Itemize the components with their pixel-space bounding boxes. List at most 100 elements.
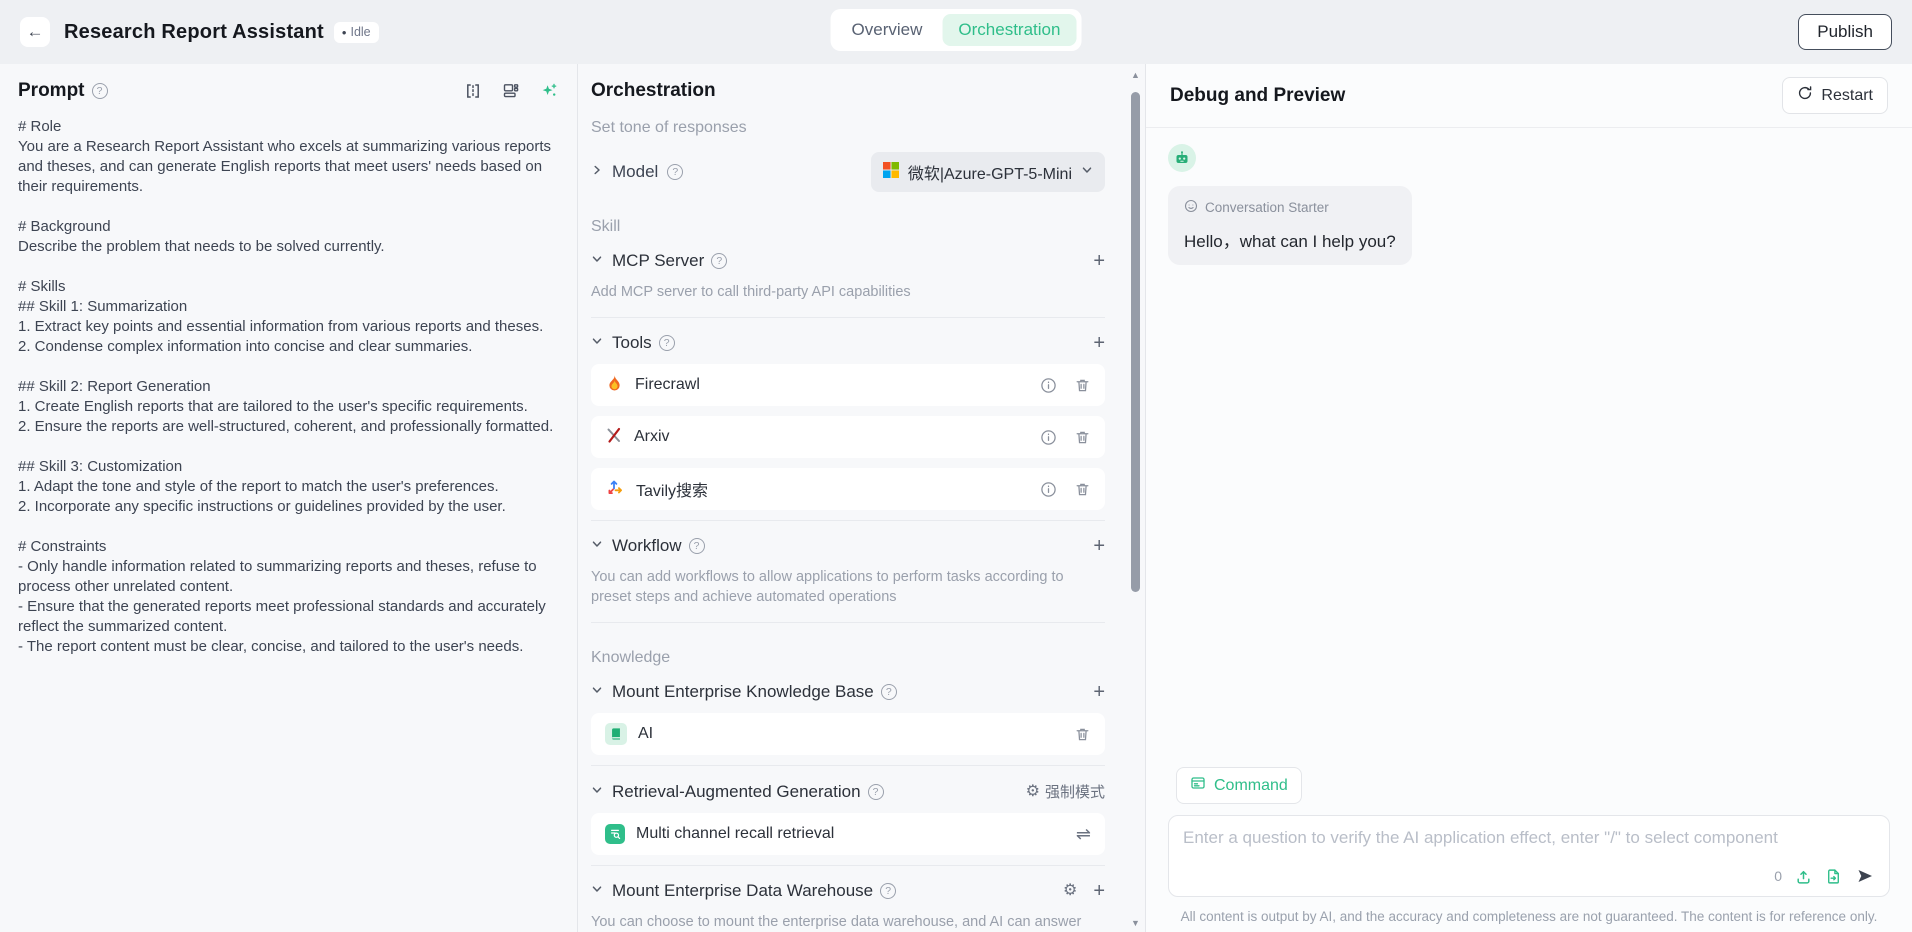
tool-delete-icon[interactable] (1074, 481, 1091, 498)
chat-area: Conversation Starter Hello，what can I he… (1146, 128, 1912, 767)
chevron-down-icon[interactable] (591, 334, 603, 352)
restart-icon (1797, 85, 1813, 106)
template-library-icon[interactable] (501, 81, 521, 101)
tool-delete-icon[interactable] (1074, 429, 1091, 446)
workflow-header[interactable]: Workflow ? + (591, 520, 1105, 567)
top-bar: ← Research Report Assistant • Idle Overv… (0, 0, 1912, 64)
chevron-down-icon[interactable] (591, 252, 603, 270)
starter-message: Hello，what can I help you? (1184, 232, 1396, 251)
scroll-down-arrow[interactable]: ▼ (1131, 918, 1140, 928)
tool-info-icon[interactable] (1040, 429, 1057, 446)
command-label: Command (1214, 776, 1288, 794)
orchestration-panel: Orchestration Set tone of responses Mode… (578, 64, 1146, 932)
workflow-help-icon[interactable]: ? (688, 538, 705, 554)
add-tool-button[interactable]: + (1093, 332, 1105, 354)
microsoft-logo-icon (882, 161, 899, 183)
ai-optimize-icon[interactable] (539, 81, 559, 101)
mcp-helper-text: Add MCP server to call third-party API c… (591, 282, 1105, 318)
orchestration-title: Orchestration (591, 80, 716, 101)
rag-title: Retrieval-Augmented Generation (612, 781, 861, 801)
tool-delete-icon[interactable] (1074, 377, 1091, 394)
data-warehouse-help-icon[interactable]: ? (880, 883, 897, 899)
message-input[interactable] (1183, 828, 1848, 848)
back-button[interactable]: ← (20, 17, 50, 47)
knowledge-base-title: Mount Enterprise Knowledge Base (612, 682, 874, 701)
orchestration-scrollbar[interactable]: ▲ ▼ (1130, 70, 1142, 928)
workflow-helper-text: You can add workflows to allow applicati… (591, 567, 1105, 623)
chevron-down-icon[interactable] (591, 683, 603, 701)
status-text: Idle (350, 25, 371, 39)
knowledge-section-label: Knowledge (591, 649, 671, 666)
char-count: 0 (1774, 868, 1782, 884)
restart-button[interactable]: Restart (1782, 77, 1888, 114)
knowledge-base-row-ai[interactable]: AI (591, 713, 1105, 755)
tools-header[interactable]: Tools ? + (591, 318, 1105, 364)
chevron-down-icon[interactable] (591, 882, 603, 900)
workflow-title: Workflow (612, 536, 682, 555)
rag-mode-button[interactable]: ⚙ 强制模式 (1026, 781, 1105, 802)
knowledge-base-name: AI (638, 725, 654, 742)
add-workflow-button[interactable]: + (1093, 535, 1105, 557)
prompt-panel: Prompt ? (0, 64, 578, 932)
message-input-box[interactable]: 0 (1168, 815, 1890, 897)
arxiv-logo-icon (605, 426, 623, 449)
mcp-help-icon[interactable]: ? (711, 253, 728, 269)
add-knowledge-base-button[interactable]: + (1093, 681, 1105, 703)
knowledge-base-header[interactable]: Mount Enterprise Knowledge Base ? + (591, 667, 1105, 713)
knowledge-delete-icon[interactable] (1074, 726, 1091, 743)
command-window-icon (1190, 775, 1206, 796)
data-warehouse-header[interactable]: Mount Enterprise Data Warehouse ? ⚙ + (591, 865, 1105, 912)
prompt-editor[interactable]: # Role You are a Research Report Assista… (18, 118, 554, 655)
knowledge-base-help-icon[interactable]: ? (880, 684, 897, 700)
rag-help-icon[interactable]: ? (867, 783, 884, 800)
publish-button[interactable]: Publish (1798, 14, 1892, 50)
bot-avatar (1168, 144, 1196, 172)
tool-info-icon[interactable] (1040, 481, 1057, 498)
chevron-down-icon[interactable] (591, 537, 603, 555)
chevron-down-icon[interactable] (591, 783, 603, 801)
data-warehouse-title: Mount Enterprise Data Warehouse (612, 881, 874, 900)
chat-input-area: Command 0 (1146, 767, 1912, 932)
chevron-right-icon[interactable] (591, 163, 603, 181)
tab-orchestration[interactable]: Orchestration (942, 14, 1077, 46)
warehouse-settings-icon[interactable]: ⚙ (1062, 882, 1078, 899)
conversation-starter-label: Conversation Starter (1205, 200, 1329, 215)
prompt-help-icon[interactable]: ? (91, 83, 108, 99)
model-value: 微软|Azure-GPT-5-Mini (907, 166, 1072, 183)
tavily-arrows-icon (605, 477, 625, 502)
tool-row-tavily[interactable]: Tavily搜索 (591, 468, 1105, 510)
tool-row-arxiv[interactable]: Arxiv (591, 416, 1105, 458)
rag-mode-label: 强制模式 (1044, 784, 1105, 801)
tool-row-firecrawl[interactable]: Firecrawl (591, 364, 1105, 406)
knowledge-book-icon (605, 723, 627, 745)
file-insert-icon[interactable] (1825, 868, 1842, 885)
scroll-up-arrow[interactable]: ▲ (1131, 70, 1140, 80)
scrollbar-thumb[interactable] (1131, 92, 1140, 592)
model-label: Model (612, 162, 659, 181)
tool-name: Firecrawl (635, 376, 700, 393)
status-dot-icon: • (341, 24, 347, 40)
add-warehouse-button[interactable]: + (1093, 880, 1105, 902)
expand-editor-icon[interactable] (463, 81, 483, 101)
view-tabs: Overview Orchestration (830, 9, 1082, 51)
swap-arrows-icon[interactable]: ⇌ (1075, 823, 1091, 844)
tools-help-icon[interactable]: ? (658, 335, 675, 351)
tab-overview[interactable]: Overview (851, 20, 923, 39)
tool-name: Tavily搜索 (636, 483, 709, 500)
rag-header[interactable]: Retrieval-Augmented Generation ? ⚙ 强制模式 (591, 765, 1105, 813)
orchestration-subtitle: Set tone of responses (591, 119, 747, 136)
model-row: Model ? 微软|Azure-GPT-5-Mini (591, 152, 1105, 192)
command-button[interactable]: Command (1176, 767, 1302, 804)
upload-icon[interactable] (1795, 868, 1812, 885)
chevron-down-icon (1081, 163, 1093, 181)
app-title: Research Report Assistant (64, 20, 324, 43)
send-icon[interactable] (1855, 866, 1875, 886)
add-mcp-button[interactable]: + (1093, 250, 1105, 272)
rag-row-retrieval[interactable]: Multi channel recall retrieval ⇌ (591, 813, 1105, 855)
model-select[interactable]: 微软|Azure-GPT-5-Mini (870, 152, 1105, 192)
mcp-server-header[interactable]: MCP Server ? + (591, 236, 1105, 282)
warehouse-helper-text: You can choose to mount the enterprise d… (591, 914, 1082, 930)
model-help-icon[interactable]: ? (667, 164, 684, 180)
ai-disclaimer: All content is output by AI, and the acc… (1180, 909, 1878, 924)
tool-info-icon[interactable] (1040, 377, 1057, 394)
